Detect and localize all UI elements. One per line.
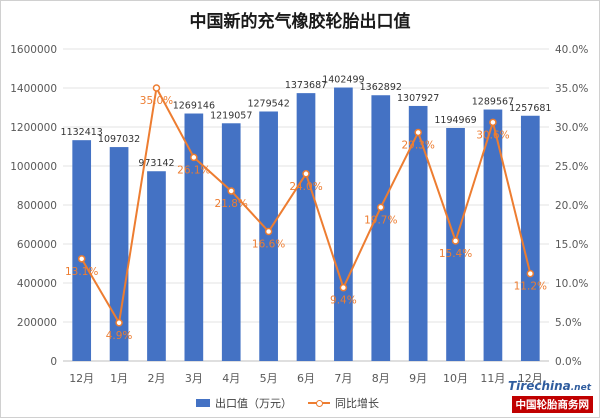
x-tick-label: 9月 xyxy=(409,372,427,385)
legend-item-line: 同比增长 xyxy=(308,395,379,411)
growth-point xyxy=(115,319,123,327)
y-right-tick-label: 0.0% xyxy=(555,356,582,368)
growth-point xyxy=(489,118,497,127)
legend-bar-label: 出口值（万元） xyxy=(215,397,292,410)
x-tick-label: 8月 xyxy=(372,372,390,385)
legend-line-swatch xyxy=(308,399,330,407)
growth-value-label: 21.8% xyxy=(215,198,248,210)
growth-point xyxy=(190,153,198,162)
x-tick-label: 2月 xyxy=(147,372,165,385)
bar-value-label: 1132413 xyxy=(61,127,103,138)
growth-point xyxy=(451,237,460,245)
bar-value-label: 1307927 xyxy=(397,93,439,104)
y-left-tick-label: 600000 xyxy=(17,239,57,251)
growth-value-label: 24.0% xyxy=(289,181,322,193)
y-right-tick-label: 40.0% xyxy=(555,44,588,56)
tirechina-logo: Tirechina.net 中国轮胎商务网 xyxy=(481,379,593,413)
bar-value-label: 1289567 xyxy=(472,97,514,108)
growth-value-label: 13.1% xyxy=(65,266,98,278)
x-tick-label: 4月 xyxy=(222,372,240,385)
x-tick-label: 10月 xyxy=(443,372,468,385)
growth-value-label: 35.0% xyxy=(140,95,173,107)
x-tick-label: 7月 xyxy=(334,372,352,385)
growth-value-label: 4.9% xyxy=(106,330,133,342)
bar-value-label: 1097032 xyxy=(98,134,140,145)
growth-point xyxy=(77,255,86,263)
growth-point xyxy=(526,269,535,278)
y-right-tick-label: 35.0% xyxy=(555,83,588,95)
bar-value-label: 1257681 xyxy=(509,103,551,114)
bar xyxy=(371,95,391,362)
legend-item-bar: 出口值（万元） xyxy=(196,395,292,411)
y-right-tick-label: 30.0% xyxy=(555,122,588,134)
growth-value-label: 19.7% xyxy=(364,214,397,226)
growth-value-label: 9.4% xyxy=(330,295,357,307)
x-tick-label: 11月 xyxy=(480,372,505,385)
bar xyxy=(147,171,166,361)
growth-point xyxy=(152,84,161,92)
growth-value-label: 11.2% xyxy=(514,281,547,293)
growth-value-label: 16.6% xyxy=(252,239,285,251)
y-right-tick-label: 10.0% xyxy=(555,278,588,290)
x-tick-label: 5月 xyxy=(260,372,278,385)
growth-point xyxy=(227,187,235,195)
bar-value-label: 1279542 xyxy=(247,98,289,109)
y-right-tick-label: 5.0% xyxy=(555,317,582,329)
bar xyxy=(109,147,129,361)
logo-top-text: Tirechina.net xyxy=(508,379,591,393)
bar xyxy=(221,123,241,362)
bar xyxy=(520,115,540,362)
chart-legend: 出口值（万元） 同比增长 xyxy=(196,395,395,411)
legend-bar-swatch xyxy=(196,399,210,407)
bar xyxy=(72,140,92,361)
growth-point xyxy=(414,128,422,137)
growth-point xyxy=(264,227,273,236)
growth-value-label: 29.3% xyxy=(401,139,434,151)
growth-point xyxy=(302,170,310,178)
x-tick-label: 1月 xyxy=(110,372,128,385)
y-left-tick-label: 1600000 xyxy=(10,44,57,56)
x-tick-label: 3月 xyxy=(185,372,203,385)
y-left-tick-label: 1200000 xyxy=(10,122,57,134)
y-left-tick-label: 800000 xyxy=(17,200,57,212)
bar-value-label: 1362892 xyxy=(360,82,402,93)
bar xyxy=(184,113,204,361)
bar-value-label: 1194969 xyxy=(434,115,476,126)
bar xyxy=(483,109,503,362)
y-left-tick-label: 1000000 xyxy=(10,161,57,173)
growth-point xyxy=(339,283,348,292)
bar xyxy=(334,87,353,361)
bar xyxy=(259,111,278,361)
y-right-tick-label: 15.0% xyxy=(555,239,588,251)
bar xyxy=(296,93,316,361)
bar-value-label: 1219057 xyxy=(210,110,252,121)
x-tick-label: 12月 xyxy=(518,372,543,385)
x-tick-label: 12月 xyxy=(69,372,94,385)
y-left-tick-label: 1400000 xyxy=(10,83,57,95)
growth-value-label: 15.4% xyxy=(439,248,472,260)
bar-value-label: 973142 xyxy=(138,158,174,169)
y-left-tick-label: 400000 xyxy=(17,278,57,290)
y-left-tick-label: 200000 xyxy=(17,317,57,329)
logo-bottom-text: 中国轮胎商务网 xyxy=(511,396,593,413)
y-left-tick-label: 0 xyxy=(50,356,57,368)
legend-line-label: 同比增长 xyxy=(335,397,379,410)
bar-value-label: 1269146 xyxy=(173,101,215,112)
growth-point xyxy=(377,203,385,212)
bar-value-label: 1402499 xyxy=(322,75,364,86)
x-tick-label: 6月 xyxy=(297,372,315,385)
bar-value-label: 1373687 xyxy=(285,80,327,91)
y-right-tick-label: 20.0% xyxy=(555,200,588,212)
bar xyxy=(408,105,428,362)
growth-value-label: 30.6% xyxy=(476,129,509,141)
growth-value-label: 26.1% xyxy=(177,164,210,176)
chart-title: 中国新的充气橡胶轮胎出口值 xyxy=(189,12,411,32)
y-right-tick-label: 25.0% xyxy=(555,161,588,173)
